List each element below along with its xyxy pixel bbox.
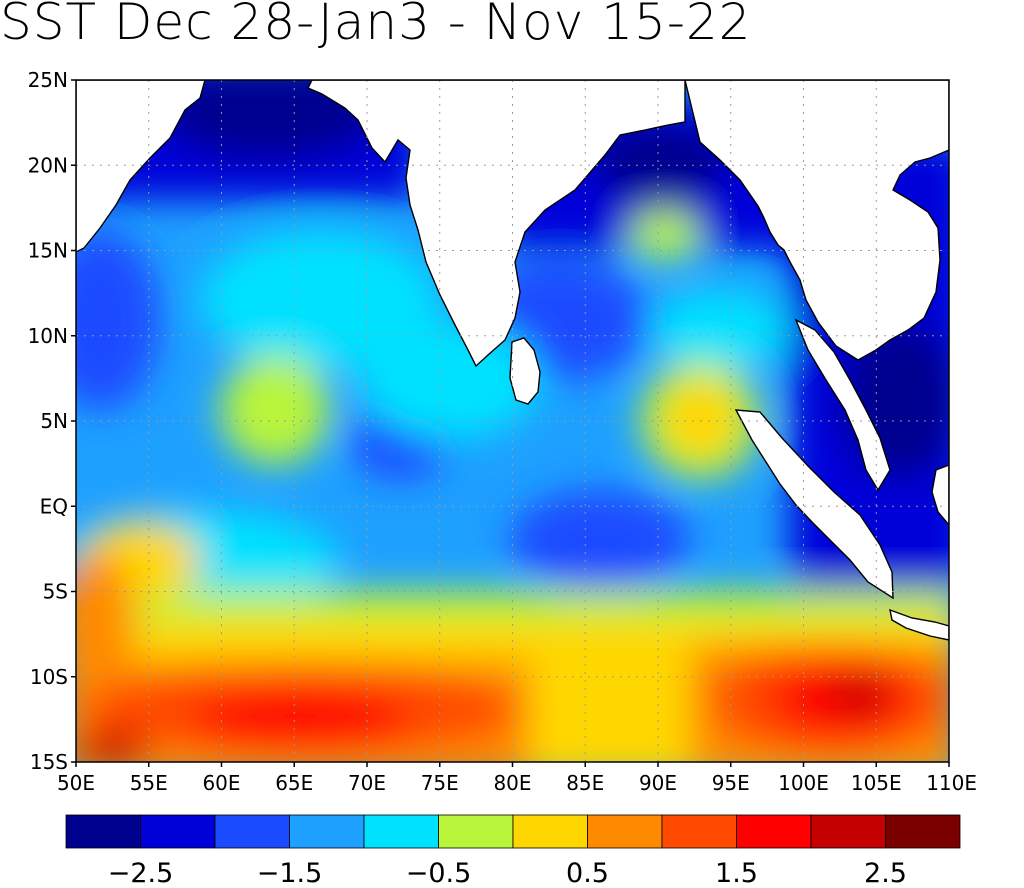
lat-tick-label: 10S [30,665,68,689]
colorbar-swatch [140,814,216,849]
lon-tick-label: 105E [851,771,902,795]
lon-tick-label: 95E [712,771,750,795]
gridlines [76,80,949,762]
lat-tick-label: 20N [28,153,68,177]
lat-tick-label: 15S [30,750,68,774]
longitude-axis: 50E 55E 60E 65E 70E 75E 80E 85E 90E 95E 100E 105E 11… [57,762,977,795]
land-malay-peninsula [794,318,891,492]
land-arabia [76,80,206,253]
lat-tick-label: 15N [28,239,68,263]
land-india [307,80,686,368]
land-sumatra [734,409,894,600]
colorbar [65,814,961,849]
land-masses [76,80,949,641]
lon-tick-label: 65E [275,771,313,795]
colorbar-label: 1.5 [715,858,758,888]
lon-tick-label: 100E [778,771,829,795]
lat-tick-label: EQ [40,494,68,518]
colorbar-swatch [438,814,514,849]
colorbar-swatch [810,814,886,849]
lon-tick-label: 110E [926,771,977,795]
lat-tick-label: 5S [43,580,68,604]
latitude-axis: 25N 20N 15N 10N 5N EQ 5S 10S 15S [28,68,76,774]
colorbar-swatch [587,814,663,849]
colorbar-swatch [289,814,365,849]
land-indochina [684,80,949,361]
land-java [889,608,949,641]
lat-tick-label: 10N [28,324,68,348]
lon-tick-label: 80E [493,771,531,795]
lon-tick-label: 90E [639,771,677,795]
lon-tick-label: 70E [348,771,386,795]
lon-tick-label: 50E [57,771,95,795]
colorbar-swatch [661,814,737,849]
colorbar-swatch [214,814,290,849]
colorbar-label: −1.5 [257,858,323,888]
colorbar-swatch [736,814,812,849]
colorbar-label: 2.5 [864,858,907,888]
colorbar-label: 0.5 [566,858,609,888]
colorbar-label: −0.5 [406,858,472,888]
colorbar-swatch [65,814,141,849]
colorbar-label: −2.5 [108,858,174,888]
lon-tick-label: 60E [202,771,240,795]
lat-tick-label: 5N [40,409,68,433]
colorbar-swatch [885,814,961,849]
colorbar-labels: −2.5 −1.5 −0.5 0.5 1.5 2.5 [108,858,907,888]
lon-tick-label: 55E [130,771,168,795]
map-title: SST Dec 28-Jan3 - Nov 15-22 [0,0,752,51]
land-borneo [931,464,949,527]
lon-tick-label: 85E [566,771,604,795]
lon-tick-label: 75E [421,771,459,795]
colorbar-swatch [363,814,439,849]
lat-tick-label: 25N [28,68,68,92]
colorbar-swatch [512,814,588,849]
